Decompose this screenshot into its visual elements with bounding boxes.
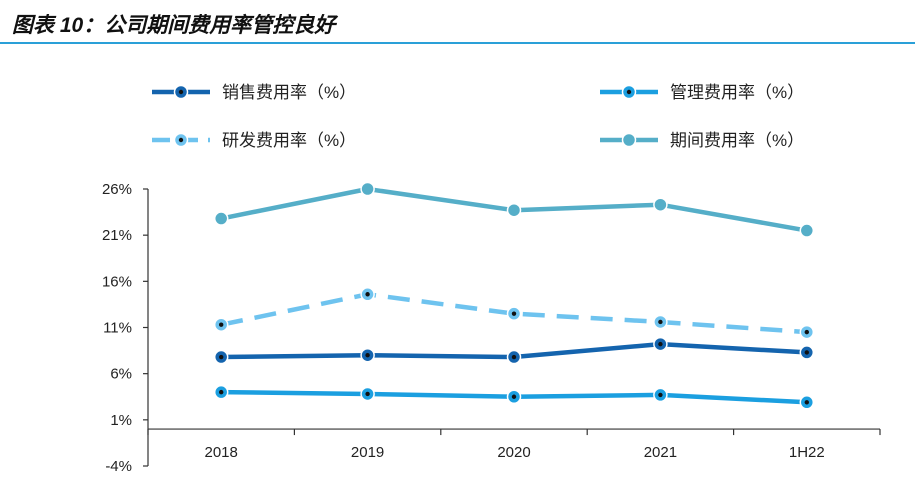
data-point-center — [219, 322, 224, 327]
y-tick-label: 26% — [102, 181, 132, 198]
data-point-center — [219, 389, 224, 395]
data-point-center — [365, 353, 370, 358]
y-tick-label: 21% — [102, 227, 132, 244]
x-tick-label: 2018 — [205, 444, 238, 461]
data-point-center — [804, 400, 809, 405]
series-1 — [213, 336, 815, 365]
y-tick-label: 6% — [110, 366, 132, 383]
y-tick-label: 16% — [102, 273, 132, 290]
legend-label: 期间费用率（%） — [670, 131, 804, 150]
data-point-center — [658, 341, 663, 347]
data-point-center — [804, 329, 809, 335]
series-2 — [213, 384, 815, 410]
y-tick-label: 1% — [110, 412, 132, 429]
chart-title: 图表 10：公司期间费用率管控良好 — [12, 14, 336, 37]
legend-label: 销售费用率（%） — [222, 83, 356, 102]
data-point-center — [658, 392, 663, 398]
legend-marker-center — [178, 89, 184, 95]
y-tick-label: -4% — [105, 458, 132, 475]
legend-marker — [621, 132, 637, 148]
legend-marker-center — [178, 137, 184, 143]
legend-marker-center — [626, 89, 632, 95]
series-layer — [213, 181, 815, 410]
legend-label: 研发费用率（%） — [222, 131, 356, 150]
series-line — [220, 292, 807, 335]
data-point — [653, 197, 668, 212]
x-tick-label: 1H22 — [789, 444, 825, 461]
legend: 销售费用率（%） 管理费用率（%） 研发费用率（%） 期间费用率（%） — [152, 83, 804, 150]
series-4 — [213, 181, 815, 238]
x-tick-label: 2019 — [351, 444, 384, 461]
data-point-center — [658, 319, 663, 325]
x-tick-label: 2020 — [497, 444, 530, 461]
data-point-center — [365, 391, 370, 397]
data-point-center — [511, 394, 517, 399]
data-point — [506, 202, 522, 218]
legend-label: 管理费用率（%） — [670, 83, 804, 102]
data-point-center — [365, 292, 370, 297]
title-bar: 图表 10：公司期间费用率管控良好 — [0, 0, 915, 44]
data-point — [360, 181, 375, 197]
x-tick-label: 2021 — [644, 444, 677, 461]
y-tick-label: 11% — [103, 320, 132, 337]
data-point — [799, 223, 815, 238]
data-point-center — [511, 311, 517, 316]
axes: 26% 21% 16% 11% 6% 1% -4% 2018 2019 2020 2021 1H22 — [102, 181, 881, 475]
legend-item-4: 期间费用率（%） — [600, 131, 804, 150]
legend-item-3: 研发费用率（%） — [152, 131, 356, 150]
data-point-center — [219, 354, 224, 360]
data-point-center — [804, 350, 809, 355]
series-3 — [213, 287, 815, 340]
legend-item-2: 管理费用率（%） — [600, 83, 804, 102]
data-point — [213, 211, 229, 226]
legend-item-1: 销售费用率（%） — [152, 83, 356, 102]
data-point-center — [511, 354, 517, 360]
